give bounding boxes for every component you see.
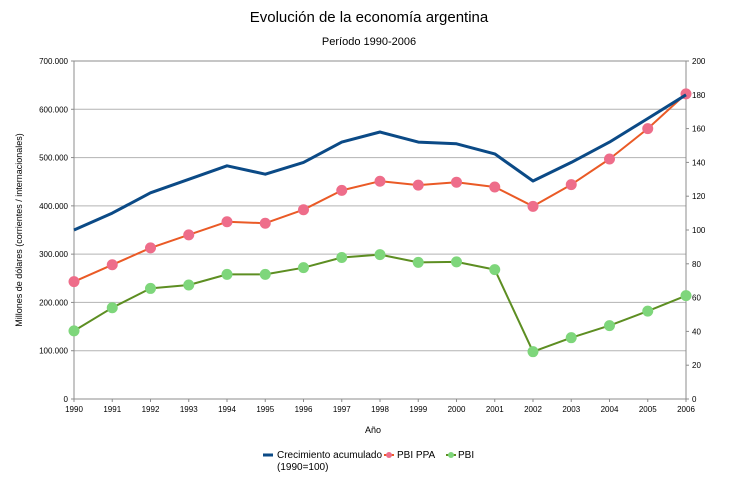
- x-tick-label: 1998: [371, 405, 389, 414]
- y-tick-label: 600.000: [39, 105, 68, 114]
- x-tick-label: 1996: [295, 405, 313, 414]
- y2-tick-label: 80: [692, 260, 701, 269]
- y-tick-label: 200.000: [39, 298, 68, 307]
- y-tick-label: 500.000: [39, 154, 68, 163]
- gridlines: [74, 108, 686, 352]
- x-tick-label: 2006: [677, 405, 695, 414]
- data-point-2: [604, 320, 615, 332]
- data-point-2: [221, 268, 233, 280]
- y-axis-left: 0 100.000 200.000 300.000 400.000 500.000 600.…: [39, 57, 74, 404]
- data-point-1: [183, 229, 195, 241]
- data-point-1: [298, 204, 309, 216]
- data-point-1: [68, 276, 80, 288]
- data-point-1: [451, 176, 462, 188]
- y2-tick-label: 40: [692, 327, 701, 336]
- x-tick-label: 1992: [142, 405, 160, 414]
- data-point-1: [412, 179, 424, 191]
- data-point-2: [451, 256, 462, 268]
- data-point-1: [642, 123, 654, 135]
- x-tick-label: 2000: [448, 405, 466, 414]
- data-point-2: [259, 268, 271, 280]
- x-tick-label: 1990: [65, 405, 83, 414]
- y2-tick-label: 200: [692, 57, 706, 66]
- data-point-1: [259, 217, 271, 229]
- y2-tick-label: 120: [692, 192, 706, 201]
- series-line-2: [73, 253, 687, 353]
- x-tick-label: 2003: [562, 405, 580, 414]
- x-tick-label: 2002: [524, 405, 542, 414]
- data-point-1: [565, 179, 577, 191]
- x-tick-label: 2004: [601, 405, 619, 414]
- x-axis: 1990 1991 1992 1993 1994 1995 1996 1997 1998 1999…: [65, 399, 695, 414]
- x-tick-label: 2001: [486, 405, 504, 414]
- data-point-2: [412, 256, 424, 268]
- y-tick-label: 0: [64, 395, 69, 404]
- data-point-1: [336, 184, 348, 196]
- y2-tick-label: 100: [692, 226, 706, 235]
- y-axis-right: 0 20 40 60 80 100 120 140 160 180 200: [686, 57, 706, 404]
- legend-label-pbi: PBI: [458, 450, 474, 461]
- data-point-2: [68, 325, 80, 337]
- y2-tick-label: 140: [692, 158, 706, 167]
- y2-tick-label: 20: [692, 361, 701, 370]
- x-tick-label: 1995: [256, 405, 274, 414]
- x-tick-label: 2005: [639, 405, 657, 414]
- series-line-0: [73, 93, 687, 232]
- y-tick-label: 300.000: [39, 250, 68, 259]
- data-point-2: [298, 262, 309, 274]
- data-point-2: [336, 252, 348, 264]
- data-point-1: [106, 259, 118, 271]
- legend: Crecimiento acumulado (1990=100) PBI PPA…: [263, 450, 474, 473]
- x-tick-label: 1993: [180, 405, 198, 414]
- data-point-2: [642, 305, 654, 317]
- data-point-2: [145, 282, 156, 294]
- series-layer: [68, 88, 692, 358]
- x-tick-label: 1991: [103, 405, 121, 414]
- data-point-1: [221, 216, 233, 228]
- legend-marker-pbi: [448, 452, 454, 458]
- y2-tick-label: 180: [692, 91, 706, 100]
- data-point-2: [680, 290, 692, 302]
- chart-subtitle: Período 1990-2006: [322, 36, 416, 48]
- y-tick-label: 700.000: [39, 57, 68, 66]
- x-tick-label: 1999: [409, 405, 427, 414]
- y-axis-label: Millones de dólares (corrientes / intern…: [14, 133, 24, 327]
- y2-tick-label: 0: [692, 395, 697, 404]
- legend-marker-pbi-ppa: [386, 452, 392, 458]
- y2-tick-label: 160: [692, 125, 706, 134]
- y2-tick-label: 60: [692, 294, 701, 303]
- data-point-2: [527, 346, 539, 358]
- data-point-1: [374, 175, 386, 187]
- data-point-2: [374, 249, 386, 261]
- x-tick-label: 1997: [333, 405, 351, 414]
- y-tick-label: 100.000: [39, 347, 68, 356]
- legend-label-pbi-ppa: PBI PPA: [397, 450, 435, 461]
- chart-title: Evolución de la economía argentina: [250, 9, 489, 26]
- legend-label-crecimiento-line2: (1990=100): [277, 462, 328, 473]
- x-axis-label: Año: [365, 425, 381, 435]
- data-point-2: [106, 302, 118, 314]
- y-tick-label: 400.000: [39, 202, 68, 211]
- legend-label-crecimiento: Crecimiento acumulado: [277, 450, 382, 461]
- data-point-1: [489, 181, 501, 193]
- data-point-1: [604, 153, 615, 165]
- data-point-1: [145, 242, 156, 254]
- data-point-2: [565, 332, 577, 344]
- plot-area: [73, 60, 687, 400]
- data-point-2: [183, 279, 195, 291]
- x-tick-label: 1994: [218, 405, 236, 414]
- data-point-2: [489, 264, 501, 276]
- data-point-1: [527, 200, 539, 212]
